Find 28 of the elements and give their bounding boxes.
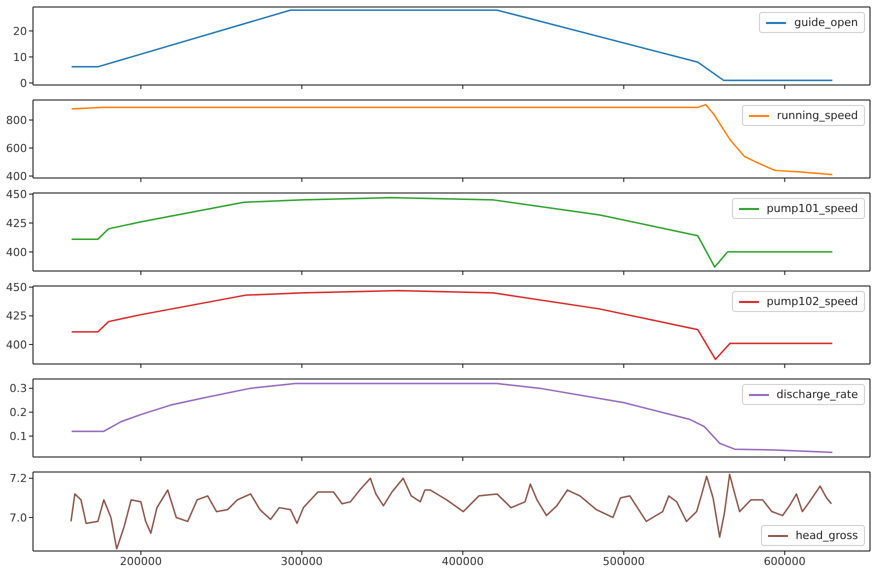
y-tick-label: 0.1 (10, 430, 27, 443)
x-tick-label: 600000 (764, 554, 806, 568)
legend-label: pump102_speed (766, 295, 858, 308)
legend-label: head_gross (796, 529, 858, 542)
x-tick-label: 200000 (120, 554, 162, 568)
y-tick-label: 0.2 (10, 406, 27, 420)
legend-label: discharge_rate (776, 388, 858, 401)
x-tick-label: 400000 (442, 554, 484, 568)
y-tick-label: 0 (20, 76, 27, 90)
y-tick-label: 425 (6, 310, 27, 323)
y-tick-label: 7.0 (10, 511, 27, 524)
legend-label: pump101_speed (766, 202, 858, 215)
y-tick-label: 10 (13, 50, 27, 64)
y-tick-label: 450 (6, 281, 27, 294)
x-tick-label: 300000 (280, 554, 323, 568)
y-tick-label: 7.2 (10, 472, 27, 486)
legend-label: guide_open (794, 16, 858, 29)
y-tick-label: 400 (6, 338, 27, 352)
y-tick-label: 450 (6, 188, 27, 202)
y-tick-label: 600 (6, 142, 27, 155)
x-tick-label: 500000 (602, 554, 645, 568)
y-tick-label: 425 (6, 216, 27, 230)
y-tick-label: 800 (6, 114, 27, 127)
y-tick-label: 20 (13, 24, 27, 38)
y-tick-label: 400 (6, 246, 27, 259)
legend-label: running_speed (776, 109, 858, 122)
y-tick-label: 400 (6, 170, 27, 183)
y-tick-label: 0.3 (10, 382, 27, 396)
